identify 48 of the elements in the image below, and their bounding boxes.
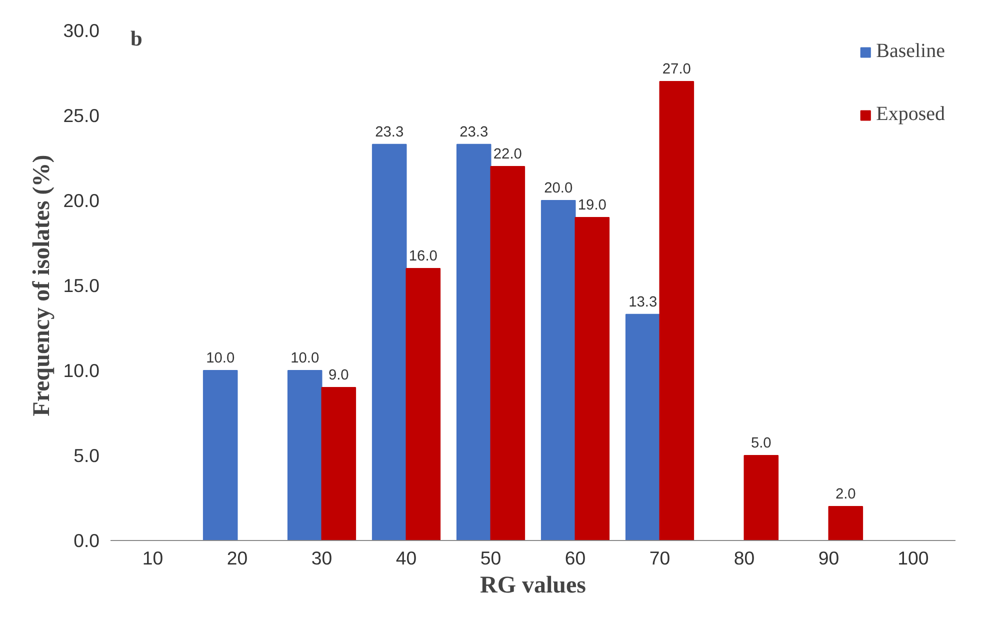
x-tick-label: 90: [818, 548, 840, 568]
y-tick-label: 15.0: [63, 275, 100, 296]
data-label: 16.0: [408, 248, 438, 264]
y-tick-label: 5.0: [74, 445, 100, 466]
data-label: 23.3: [375, 124, 404, 140]
data-label: 20.0: [544, 180, 573, 196]
x-tick-label: 100: [898, 548, 929, 568]
data-label: 22.0: [493, 146, 522, 162]
legend-label: Baseline: [876, 40, 945, 63]
data-label: 9.0: [328, 368, 349, 384]
legend-label: Exposed: [876, 103, 945, 126]
x-tick-label: 70: [649, 548, 670, 568]
data-label: 13.3: [628, 294, 658, 310]
bar: [490, 166, 526, 540]
x-tick-label: 80: [734, 548, 755, 568]
y-tick-label: 25.0: [63, 105, 100, 126]
x-tick-label: 30: [311, 548, 332, 568]
y-axis-title: Frequency of isolates (%): [29, 154, 56, 416]
data-label: 5.0: [750, 436, 772, 452]
x-tick-label: 40: [396, 548, 417, 568]
x-tick-label: 50: [480, 548, 502, 568]
bar: [625, 314, 660, 540]
data-label: 10.0: [290, 350, 320, 366]
y-tick-label: 20.0: [63, 190, 100, 211]
y-tick-label: 30.0: [63, 20, 100, 41]
data-label: 23.3: [460, 124, 488, 140]
data-label: 2.0: [835, 486, 856, 502]
bar: [202, 370, 238, 540]
bar: [659, 81, 694, 540]
bar: [744, 455, 779, 540]
bar: [828, 506, 864, 540]
bar: [372, 144, 407, 540]
x-axis-title: RG values: [480, 572, 586, 598]
y-tick-label: 10.0: [63, 360, 100, 381]
bar: [540, 200, 576, 540]
bar: [321, 387, 356, 540]
bar: [574, 217, 610, 540]
y-tick-label: 0.0: [74, 530, 100, 551]
data-label: 10.0: [206, 350, 235, 366]
annotation: b: [130, 26, 142, 50]
bar: [456, 144, 492, 540]
data-label: 27.0: [662, 62, 691, 78]
bar: [287, 370, 322, 540]
bar: [406, 268, 441, 540]
data-label: 19.0: [578, 198, 606, 214]
x-tick-label: 60: [564, 548, 586, 568]
x-tick-label: 20: [226, 548, 248, 568]
x-tick-label: 10: [142, 548, 164, 568]
